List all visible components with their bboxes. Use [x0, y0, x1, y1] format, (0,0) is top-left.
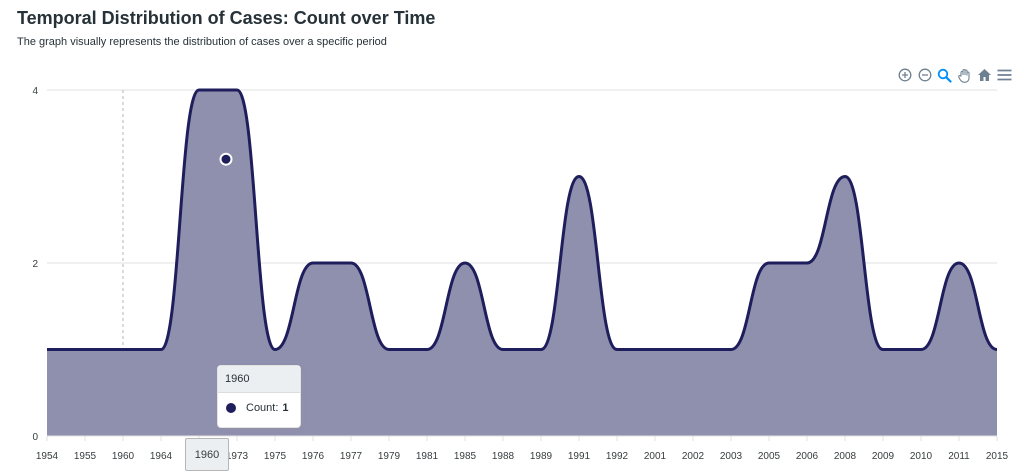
- y-tick-label: 2: [32, 259, 38, 270]
- pan-hand-icon[interactable]: [956, 67, 973, 84]
- x-tick-label: 2006: [796, 451, 819, 462]
- chart-title: Temporal Distribution of Cases: Count ov…: [17, 8, 436, 28]
- x-tick-label: 2011: [948, 451, 970, 462]
- x-tick-label: 1985: [454, 451, 477, 462]
- x-tick-label: 1988: [492, 451, 515, 462]
- chart-toolbar: [896, 66, 1013, 84]
- x-tick-label: 2003: [720, 451, 743, 462]
- x-tick-label: 2001: [644, 451, 667, 462]
- menu-icon[interactable]: [996, 67, 1013, 84]
- tooltip-series-label: Count:: [246, 402, 279, 414]
- x-tick-label: 1964: [150, 451, 173, 462]
- y-tick-label: 4: [32, 86, 38, 97]
- x-tick-label: 1955: [74, 451, 97, 462]
- tooltip-series-row: Count: 1: [218, 393, 300, 414]
- home-reset-icon[interactable]: [976, 67, 993, 84]
- x-tick-label: 1992: [606, 451, 629, 462]
- series-line: [47, 88, 998, 352]
- x-tick-label: 1991: [568, 451, 591, 462]
- x-tick-label: 2008: [834, 451, 857, 462]
- xaxis-tooltip: 1960: [185, 438, 229, 471]
- x-tick-label: 1976: [302, 451, 325, 462]
- x-tick-label: 2002: [682, 451, 705, 462]
- x-tick-label: 1975: [264, 451, 287, 462]
- zoom-in-icon[interactable]: [896, 67, 913, 84]
- x-tick-label: 2015: [986, 451, 1009, 462]
- chart-tooltip: 1960 Count: 1: [217, 365, 301, 428]
- selection-zoom-icon[interactable]: [936, 67, 953, 84]
- zoom-out-icon[interactable]: [916, 67, 933, 84]
- x-tick-label: 1981: [416, 451, 439, 462]
- x-tick-label: 2010: [910, 451, 933, 462]
- x-tick-label: 1989: [530, 451, 553, 462]
- x-tick-label: 1973: [226, 451, 249, 462]
- x-tick-label: 2009: [872, 451, 895, 462]
- x-tick-label: 2005: [758, 451, 781, 462]
- x-tick-label: 1977: [340, 451, 363, 462]
- tooltip-title: 1960: [218, 366, 300, 393]
- y-tick-label: 0: [32, 432, 38, 443]
- tooltip-series-value: 1: [282, 402, 289, 414]
- x-tick-label: 1960: [112, 451, 135, 462]
- series-area: [47, 90, 997, 436]
- chart-subtitle: The graph visually represents the distri…: [17, 36, 387, 48]
- data-point: [219, 152, 233, 166]
- x-tick-label: 1979: [378, 451, 401, 462]
- x-tick-label: 1954: [36, 451, 59, 462]
- series-marker-icon: [226, 403, 236, 413]
